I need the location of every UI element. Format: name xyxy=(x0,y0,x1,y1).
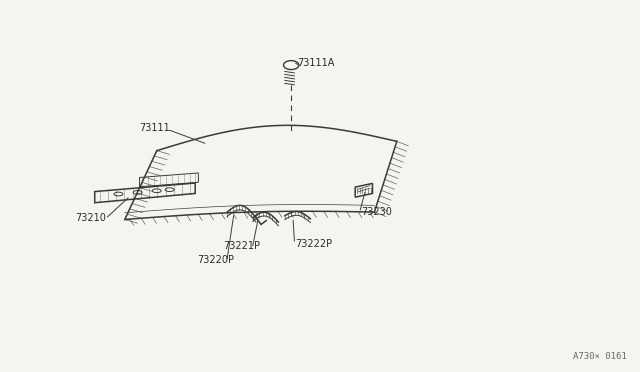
Text: 73111A: 73111A xyxy=(298,58,335,68)
Text: A730× 0161: A730× 0161 xyxy=(573,352,627,361)
Text: 73111: 73111 xyxy=(140,124,170,133)
Text: 73222P: 73222P xyxy=(296,239,333,248)
Text: 73221P: 73221P xyxy=(223,241,260,251)
Text: 73210: 73210 xyxy=(76,213,106,222)
Text: 73230: 73230 xyxy=(362,207,392,217)
Text: 73220P: 73220P xyxy=(197,255,234,264)
